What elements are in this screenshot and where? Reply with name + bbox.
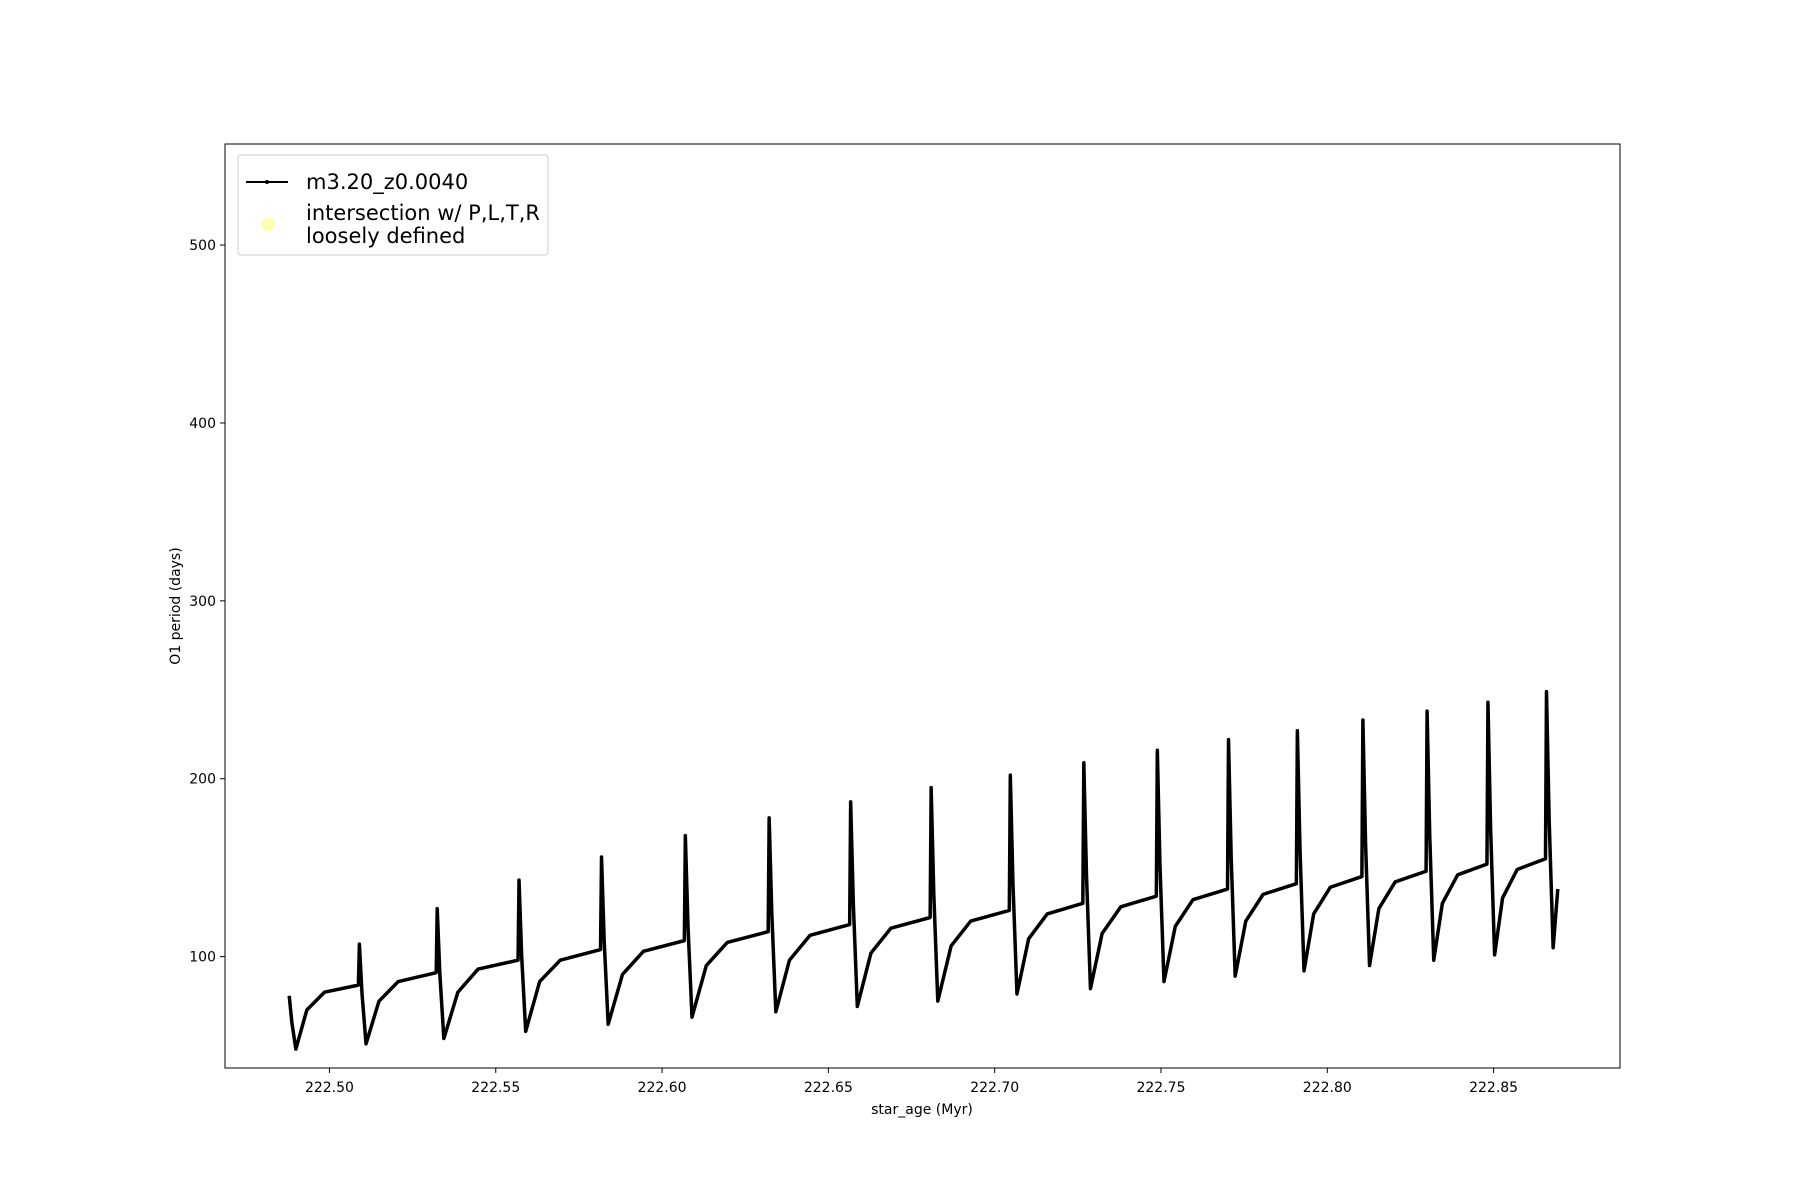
y-axis-label: O1 period (days) <box>168 547 184 664</box>
x-tick-label: 222.60 <box>638 1080 687 1096</box>
y-tick-label: 200 <box>189 772 216 788</box>
x-tick-label: 222.55 <box>471 1080 520 1096</box>
data-line <box>287 689 1560 1051</box>
legend-marker <box>261 217 275 232</box>
legend-dot <box>265 180 269 184</box>
x-tick-label: 222.85 <box>1469 1080 1518 1096</box>
legend-label: intersection w/ P,L,T,R loosely defined <box>306 201 540 248</box>
plot-frame <box>224 143 1621 1069</box>
x-tick-label: 222.65 <box>804 1080 853 1096</box>
legend-label-line: m3.20_z0.0040 <box>306 170 468 195</box>
legend-box <box>237 154 549 256</box>
legend: m3.20_z0.0040 intersection w/ P,L,T,R loos… <box>237 154 549 256</box>
x-axis-label: star_age (Myr) <box>871 1102 973 1118</box>
x-tick-label: 222.75 <box>1136 1080 1185 1096</box>
x-tick-label: 222.70 <box>970 1080 1019 1096</box>
y-tick-label: 300 <box>189 594 216 610</box>
x-tick-label: 222.50 <box>305 1080 354 1096</box>
legend-label: m3.20_z0.0040 <box>306 170 468 195</box>
y-tick-label: 400 <box>189 416 216 432</box>
legend-label-line: intersection w/ P,L,T,R <box>306 201 540 225</box>
y-tick-label: 100 <box>189 950 216 966</box>
x-tick-label: 222.80 <box>1303 1080 1352 1096</box>
legend-label-line: loosely defined <box>306 224 465 248</box>
y-tick-label: 500 <box>189 238 216 254</box>
